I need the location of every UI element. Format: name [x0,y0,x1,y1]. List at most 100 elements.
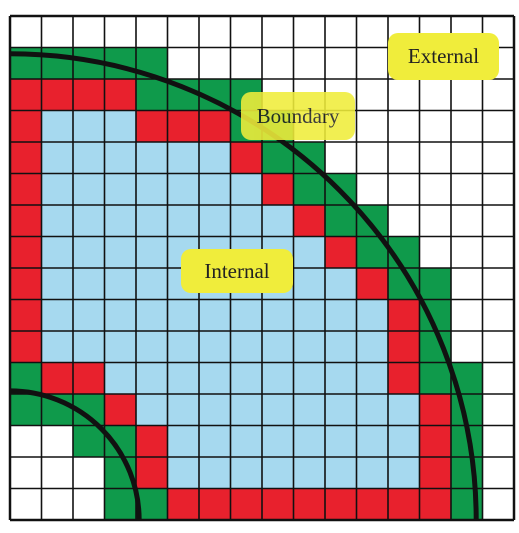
grid-cell-internal [262,457,294,489]
grid-cell-internal [104,110,136,142]
grid-cell-internal [262,331,294,363]
internal-label-text: Internal [204,258,270,283]
grid-cell-empty [41,488,73,520]
grid-cell-empty [293,16,325,48]
grid-cell-internal [293,457,325,489]
grid-cell-empty [419,205,451,237]
grid-cell-internal [73,110,105,142]
grid-cell-internal [293,425,325,457]
grid-cell-boundary [199,110,231,142]
grid-cell-boundary [10,205,42,237]
grid-cell-empty [136,16,168,48]
grid-cells [10,16,514,520]
grid-cell-boundary [104,79,136,111]
grid-cell-empty [10,488,42,520]
grid-cell-boundary [388,362,420,394]
grid-cell-empty [356,110,388,142]
grid-cell-boundary [104,394,136,426]
grid-cell-empty [167,16,199,48]
grid-cell-external-near [41,47,73,79]
grid-cell-internal [325,299,357,331]
grid-cell-internal [104,205,136,237]
grid-cell-internal [199,362,231,394]
grid-cell-boundary [73,362,105,394]
grid-cell-internal [167,299,199,331]
grid-cell-internal [325,362,357,394]
grid-cell-internal [356,457,388,489]
grid-cell-internal [262,362,294,394]
grid-cell-internal [230,173,262,205]
grid-cell-internal [104,173,136,205]
grid-cell-boundary [10,79,42,111]
grid-cell-empty [356,79,388,111]
grid-cell-boundary [293,205,325,237]
grid-cell-boundary [136,425,168,457]
grid-cell-internal [388,425,420,457]
grid-cell-empty [419,236,451,268]
grid-cell-boundary [136,457,168,489]
grid-cell-internal [262,205,294,237]
grid-cell-internal [293,268,325,300]
grid-cell-internal [325,425,357,457]
grid-cell-internal [73,142,105,174]
grid-cell-empty [482,488,514,520]
grid-cell-empty [482,142,514,174]
grid-cell-empty [482,173,514,205]
grid-cell-empty [451,236,483,268]
grid-cell-empty [451,205,483,237]
grid-cell-external-near [451,457,483,489]
grid-cell-internal [293,362,325,394]
grid-cell-empty [482,394,514,426]
grid-cell-internal [293,394,325,426]
grid-cell-internal [167,331,199,363]
grid-cell-internal [104,142,136,174]
grid-cell-boundary [293,488,325,520]
grid-cell-empty [10,16,42,48]
grid-cell-empty [419,142,451,174]
grid-cell-internal [199,173,231,205]
grid-cell-empty [230,47,262,79]
grid-cell-empty [419,173,451,205]
grid-cell-empty [451,173,483,205]
grid-cell-internal [293,331,325,363]
grid-cell-internal [356,362,388,394]
grid-cell-empty [199,47,231,79]
grid-cell-internal [262,394,294,426]
grid-cell-internal [262,425,294,457]
grid-cell-empty [41,425,73,457]
grid-cell-internal [41,268,73,300]
grid-cell-boundary [41,79,73,111]
grid-cell-empty [451,110,483,142]
grid-cell-internal [199,299,231,331]
grid-cell-boundary [10,110,42,142]
grid-cell-internal [199,331,231,363]
grid-cell-internal [73,268,105,300]
grid-cell-internal [167,142,199,174]
grid-cell-internal [293,236,325,268]
grid-cell-boundary [41,362,73,394]
grid-cell-boundary [199,488,231,520]
grid-cell-empty [451,79,483,111]
grid-cell-boundary [262,488,294,520]
grid-cell-empty [104,16,136,48]
grid-cell-empty [482,236,514,268]
inner-boundary-curve [9,388,142,521]
grid-cell-external-near [419,362,451,394]
grid-cell-empty [482,110,514,142]
grid-cell-empty [451,268,483,300]
boundary-label: Boundary [241,92,355,140]
grid-cell-boundary [388,488,420,520]
grid-cell-empty [73,488,105,520]
grid-cell-empty [451,299,483,331]
grid-cell-internal [167,205,199,237]
grid-cell-empty [356,16,388,48]
grid-cell-external-near [136,79,168,111]
grid-cell-empty [10,425,42,457]
grid-cell-internal [136,394,168,426]
grid-cell-internal [136,268,168,300]
grid-cell-external-near [104,488,136,520]
grid-cell-internal [136,173,168,205]
grid-cell-internal [199,205,231,237]
